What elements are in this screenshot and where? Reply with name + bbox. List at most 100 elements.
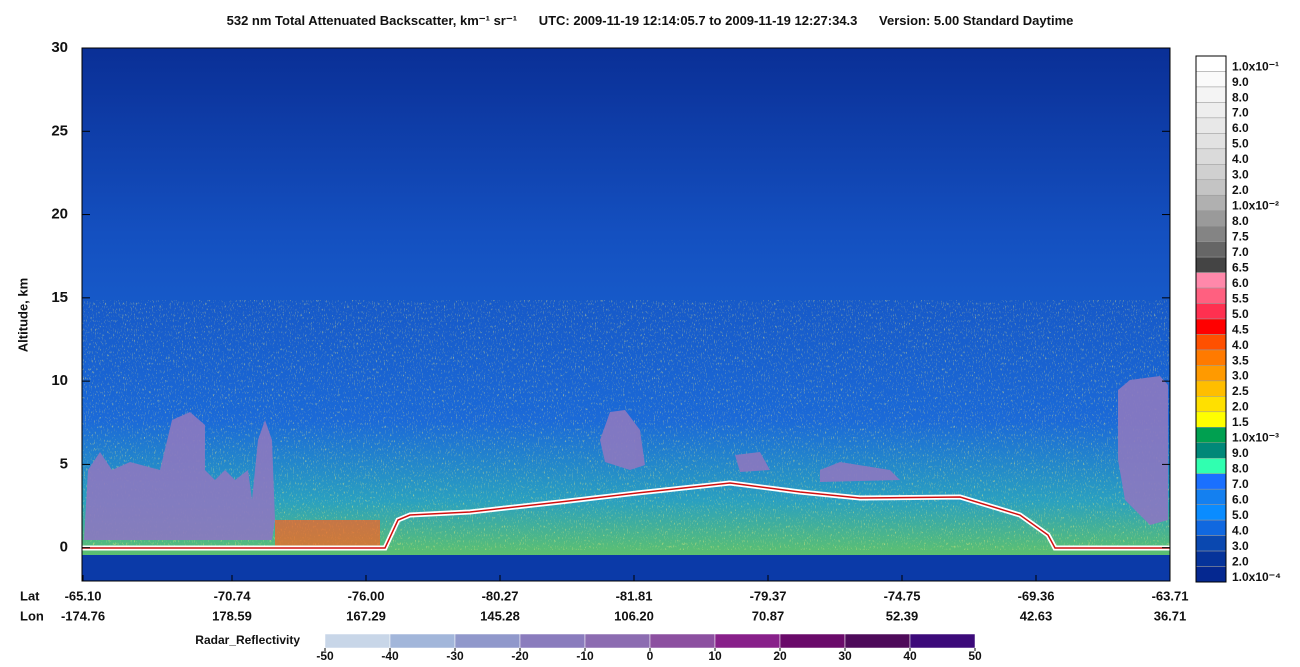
colorbar-cell <box>1195 550 1227 567</box>
lon-label: 167.29 <box>346 608 386 623</box>
colorbar-label: 6.0 <box>1232 121 1249 135</box>
colorbar-label: 2.0 <box>1232 554 1249 568</box>
colorbar-cell <box>1195 272 1227 289</box>
lon-label: 36.71 <box>1154 608 1187 623</box>
cloud <box>600 410 645 470</box>
colorbar-label: 3.0 <box>1232 168 1249 182</box>
colorbar-label: 9.0 <box>1232 75 1249 89</box>
x-row-label: Lat <box>20 588 40 603</box>
cloud <box>1118 376 1168 525</box>
colorbar-cell <box>1195 566 1227 583</box>
colorbar-label: 1.0x10⁻² <box>1232 199 1279 213</box>
radar-tick-label: -40 <box>381 649 399 663</box>
radar-tick-label: 50 <box>968 649 982 663</box>
radar-tick-label: 40 <box>903 649 917 663</box>
colorbar-cell <box>1195 133 1227 150</box>
lon-label: 106.20 <box>614 608 654 623</box>
radar-tick-label: 0 <box>647 649 654 663</box>
radar-cell <box>649 633 716 649</box>
colorbar-cell <box>1195 519 1227 536</box>
colorbar-cell <box>1195 71 1227 88</box>
colorbar-label: 4.0 <box>1232 338 1249 352</box>
x-row-label: Lon <box>20 608 44 623</box>
lat-label: -81.81 <box>616 588 653 603</box>
colorbar-label: 1.0x10⁻³ <box>1232 431 1279 445</box>
radar-cell <box>909 633 976 649</box>
y-axis-label: Altitude, km <box>15 278 30 352</box>
colorbar-label: 5.0 <box>1232 137 1249 151</box>
radar-tick-label: 30 <box>838 649 852 663</box>
plot-frame <box>81 47 1171 582</box>
cloud <box>735 452 900 482</box>
y-tick-label: 30 <box>51 39 68 56</box>
radar-tick-label: 10 <box>708 649 722 663</box>
lat-label: -69.36 <box>1018 588 1055 603</box>
chart-header: 532 nm Total Attenuated Backscatter, km⁻… <box>227 13 1074 28</box>
plot-area <box>81 47 1171 582</box>
colorbar-cell <box>1195 504 1227 521</box>
colorbar-label: 4.5 <box>1232 322 1249 336</box>
chart-title: 532 nm Total Attenuated Backscatter, km⁻… <box>227 13 517 28</box>
lat-label: -74.75 <box>884 588 921 603</box>
radar-tick-label: -10 <box>576 649 594 663</box>
colorbar-label: 5.0 <box>1232 307 1249 321</box>
lat-label: -70.74 <box>214 588 252 603</box>
colorbar-cell <box>1195 442 1227 459</box>
radar-label: Radar_Reflectivity <box>195 633 300 647</box>
colorbar-label: 2.0 <box>1232 183 1249 197</box>
colorbar-cell <box>1195 287 1227 304</box>
colorbar-cell <box>1195 318 1227 335</box>
colorbar-label: 2.5 <box>1232 384 1249 398</box>
lat-label: -79.37 <box>750 588 787 603</box>
colorbar-cell <box>1195 55 1227 72</box>
colorbar-label: 5.0 <box>1232 508 1249 522</box>
colorbar-label: 8.0 <box>1232 462 1249 476</box>
colorbar-label: 4.0 <box>1232 152 1249 166</box>
radar-tick-label: -30 <box>446 649 464 663</box>
radar-cell <box>519 633 586 649</box>
colorbar-cell <box>1195 86 1227 103</box>
colorbar-label: 5.5 <box>1232 291 1249 305</box>
lon-label: 145.28 <box>480 608 520 623</box>
radar-tick-label: -50 <box>316 649 334 663</box>
y-tick-label: 0 <box>60 539 68 556</box>
colorbar-cell <box>1195 473 1227 490</box>
y-tick-label: 15 <box>51 289 68 306</box>
colorbar-cell <box>1195 334 1227 351</box>
colorbar-cell <box>1195 535 1227 552</box>
colorbar-cell <box>1195 488 1227 505</box>
lat-label: -80.27 <box>482 588 519 603</box>
colorbar-label: 7.0 <box>1232 245 1249 259</box>
colorbar-cell <box>1195 194 1227 211</box>
colorbar-cell <box>1195 303 1227 320</box>
version: Version: 5.00 Standard Daytime <box>879 13 1073 28</box>
radar-cell <box>844 633 911 649</box>
colorbar-cell <box>1195 210 1227 227</box>
surface-line <box>82 482 1170 549</box>
subsurface <box>82 555 1170 581</box>
radar-tick-label: 20 <box>773 649 787 663</box>
colorbar-label: 3.0 <box>1232 539 1249 553</box>
colorbar-cell <box>1195 225 1227 242</box>
colorbar-cell <box>1195 380 1227 397</box>
radar-tick-label: -20 <box>511 649 529 663</box>
colorbar-cell <box>1195 164 1227 181</box>
colorbar-label: 7.5 <box>1232 229 1249 243</box>
radar-cell <box>324 633 391 649</box>
radar-cell <box>584 633 651 649</box>
lon-label: 178.59 <box>212 608 252 623</box>
colorbar-cell <box>1195 102 1227 119</box>
colorbar-label: 8.0 <box>1232 90 1249 104</box>
colorbar-cell <box>1195 427 1227 444</box>
colorbar-label: 6.0 <box>1232 276 1249 290</box>
colorbar-cell <box>1195 256 1227 273</box>
colorbar-label: 1.0x10⁻⁴ <box>1232 570 1281 584</box>
y-tick-label: 20 <box>51 206 68 223</box>
colorbar-label: 1.0x10⁻¹ <box>1232 59 1279 73</box>
colorbar-cell <box>1195 411 1227 428</box>
lat-label: -63.71 <box>1152 588 1189 603</box>
colorbar-label: 4.0 <box>1232 523 1249 537</box>
colorbar-label: 3.5 <box>1232 353 1249 367</box>
colorbar-label: 6.0 <box>1232 492 1249 506</box>
radar-cell <box>389 633 456 649</box>
